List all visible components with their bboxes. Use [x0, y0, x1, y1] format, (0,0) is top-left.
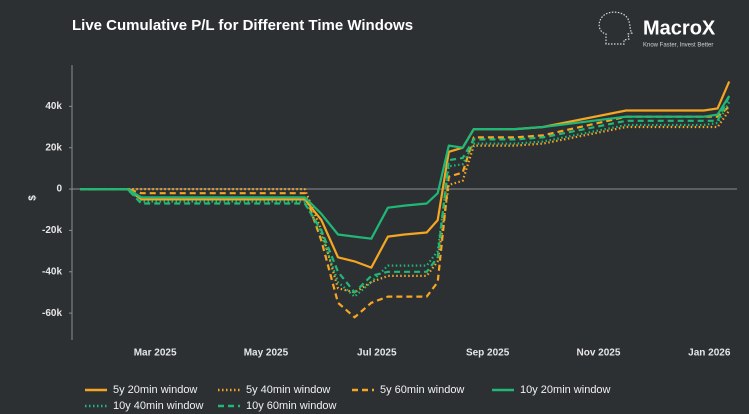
y-axis-label: $ — [28, 195, 39, 201]
legend-label: 5y 40min window — [246, 384, 330, 396]
y-tick-label: -20k — [42, 225, 62, 236]
x-tick-label: Jul 2025 — [357, 348, 397, 359]
legend-item: 5y 60min window — [352, 384, 464, 396]
logo-icon — [598, 11, 634, 45]
legend-label: 10y 60min window — [246, 400, 337, 412]
legend-item: 10y 40min window — [85, 400, 204, 412]
x-tick-label: Jan 2026 — [688, 348, 731, 359]
y-tick-label: 40k — [45, 101, 62, 112]
x-tick-label: Mar 2025 — [134, 348, 177, 359]
y-tick-label: -40k — [42, 266, 62, 277]
chart-title: Live Cumulative P/L for Different Time W… — [72, 17, 413, 34]
legend-item: 5y 40min window — [218, 384, 330, 396]
series-line — [80, 95, 731, 294]
series-line — [80, 95, 731, 240]
legend-label: 5y 60min window — [380, 384, 464, 396]
legend-label: 10y 40min window — [113, 400, 204, 412]
x-tick-label: May 2025 — [244, 348, 289, 359]
legend-label: 10y 20min window — [520, 384, 611, 396]
brand-tagline: Know Faster, Invest Better — [643, 43, 713, 49]
legend-label: 5y 20min window — [113, 384, 197, 396]
brand-logo: MacroX Know Faster, Invest Better — [598, 11, 716, 49]
legend-item: 10y 60min window — [218, 400, 337, 412]
x-tick-label: Sep 2025 — [466, 348, 510, 359]
y-tick-label: -60k — [42, 308, 62, 319]
legend-item: 5y 20min window — [85, 384, 197, 396]
y-tick-label: 0 — [56, 184, 62, 195]
y-tick-label: 20k — [45, 142, 62, 153]
series-line — [80, 109, 731, 294]
brand-name: MacroX — [643, 17, 716, 39]
legend-item: 10y 20min window — [492, 384, 611, 396]
x-tick-label: Nov 2025 — [576, 348, 620, 359]
series-line — [80, 105, 730, 319]
series-line — [80, 81, 731, 269]
